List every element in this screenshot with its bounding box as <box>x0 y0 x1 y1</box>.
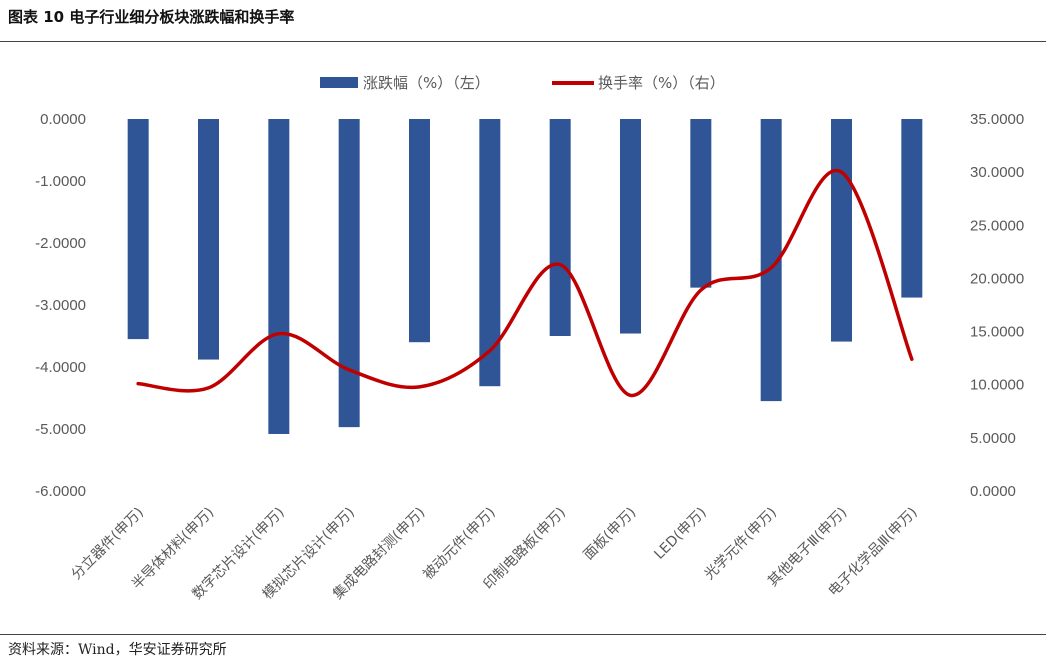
left-tick-label: -4.0000 <box>35 359 86 376</box>
top-rule <box>0 41 1046 42</box>
right-tick-label: 0.0000 <box>970 483 1016 500</box>
line-series <box>136 168 914 398</box>
figure-title: 图表 10 电子行业细分板块涨跌幅和换手率 <box>8 8 295 26</box>
bar <box>409 119 430 343</box>
category-label: 分立器件(申万) <box>69 505 147 583</box>
bar <box>690 119 712 288</box>
right-axis: 35.0000 30.0000 25.0000 20.0000 15.0000 10.00… <box>970 111 1024 500</box>
legend-bar-label: 涨跌幅（%）（左） <box>363 74 490 92</box>
legend-line-label: 换手率（%）（右） <box>598 74 725 92</box>
category-label: 被动元件(申万) <box>420 505 498 583</box>
bar <box>198 119 219 360</box>
chart: 涨跌幅（%）（左） 换手率（%）（右） 0.0000 -1.0000 -2.0000… <box>35 74 1024 603</box>
category-label: LED(申万) <box>651 505 709 563</box>
right-tick-label: 10.0000 <box>970 377 1024 394</box>
left-tick-label: -5.0000 <box>35 421 86 438</box>
category-axis: 分立器件(申万)半导体材料(申万)数字芯片设计(申万)模拟芯片设计(申万)集成电… <box>69 504 921 603</box>
right-tick-label: 5.0000 <box>970 430 1016 447</box>
bar <box>760 119 782 402</box>
right-tick-label: 35.0000 <box>970 111 1024 128</box>
bar <box>620 119 641 334</box>
left-tick-label: -1.0000 <box>35 173 86 190</box>
legend-bar-swatch <box>320 77 358 88</box>
right-tick-label: 25.0000 <box>970 217 1024 234</box>
bottom-rule <box>0 634 1046 635</box>
right-tick-label: 15.0000 <box>970 324 1024 341</box>
left-tick-label: 0.0000 <box>40 111 86 128</box>
left-axis: 0.0000 -1.0000 -2.0000 -3.0000 -4.0000 -5.000… <box>35 111 86 500</box>
right-tick-label: 20.0000 <box>970 270 1024 287</box>
bar <box>127 119 149 340</box>
bar <box>338 119 360 428</box>
left-tick-label: -3.0000 <box>35 297 86 314</box>
legend: 涨跌幅（%）（左） 换手率（%）（右） <box>320 74 725 92</box>
bar <box>831 119 852 342</box>
bar <box>479 119 501 387</box>
left-tick-label: -2.0000 <box>35 235 86 252</box>
bar-series <box>127 119 923 434</box>
turnover-line <box>136 168 914 398</box>
bar <box>901 119 923 298</box>
category-label: 光学元件(申万) <box>702 505 780 583</box>
left-tick-label: -6.0000 <box>35 483 86 500</box>
category-label: 面板(申万) <box>581 505 640 564</box>
source-note: 资料来源：Wind，华安证券研究所 <box>8 642 227 658</box>
bar <box>268 119 290 434</box>
right-tick-label: 30.0000 <box>970 164 1024 181</box>
bar <box>549 119 571 336</box>
